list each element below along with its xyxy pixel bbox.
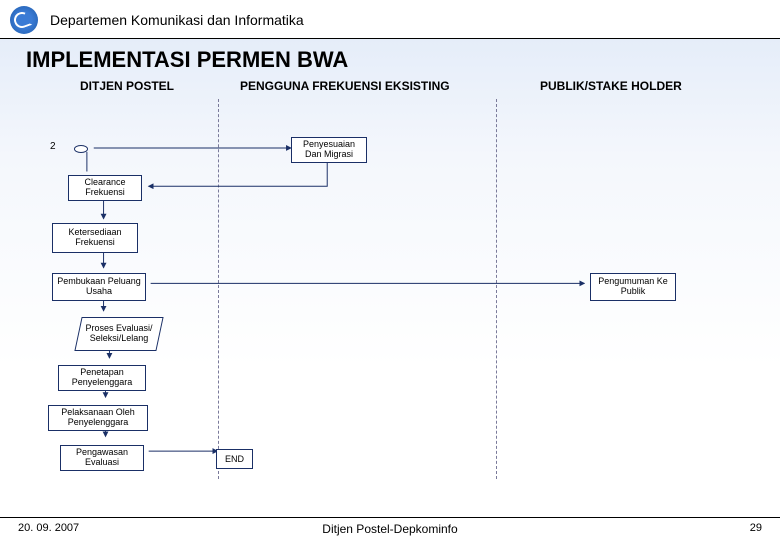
node-pengumuman-label: Pengumuman Ke Publik	[595, 277, 671, 297]
node-ketersediaan: Ketersediaan Frekuensi	[52, 223, 138, 253]
footer-page-number: 29	[750, 522, 762, 534]
node-ketersediaan-label: Ketersediaan Frekuensi	[57, 228, 133, 248]
dept-logo-icon	[10, 6, 38, 34]
node-pembukaan-label: Pembukaan Peluang Usaha	[57, 277, 141, 297]
node-pengumuman: Pengumuman Ke Publik	[590, 273, 676, 301]
node-proses-label: Proses Evaluasi/ Seleksi/Lelang	[83, 324, 155, 344]
node-clearance-label: Clearance Frekuensi	[73, 178, 137, 198]
node-proses: Proses Evaluasi/ Seleksi/Lelang	[74, 317, 163, 351]
node-pengawasan: Pengawasan Evaluasi	[60, 445, 144, 471]
flowchart-area: 2 Penyesuaian Dan Migrasi Clearance Frek…	[26, 95, 754, 507]
footer-center: Ditjen Postel-Depkominfo	[322, 522, 457, 536]
node-pengawasan-label: Pengawasan Evaluasi	[65, 448, 139, 468]
node-end-label: END	[225, 454, 244, 464]
node-pembukaan: Pembukaan Peluang Usaha	[52, 273, 146, 301]
node-pelaksanaan: Pelaksanaan Oleh Penyelenggara	[48, 405, 148, 431]
connector-icon	[74, 145, 88, 153]
step-number: 2	[50, 141, 56, 152]
page-footer: 20. 09. 2007 Ditjen Postel-Depkominfo 29	[0, 517, 780, 534]
node-penetapan: Penetapan Penyelenggara	[58, 365, 146, 391]
node-penyesuaian: Penyesuaian Dan Migrasi	[291, 137, 367, 163]
node-penyesuaian-label: Penyesuaian Dan Migrasi	[296, 140, 362, 160]
department-name: Departemen Komunikasi dan Informatika	[50, 12, 304, 28]
node-clearance: Clearance Frekuensi	[68, 175, 142, 201]
content-area: IMPLEMENTASI PERMEN BWA DITJEN POSTEL PE…	[0, 39, 780, 507]
column-header-3: PUBLIK/STAKE HOLDER	[540, 79, 682, 93]
node-end: END	[216, 449, 253, 469]
node-penetapan-label: Penetapan Penyelenggara	[63, 368, 141, 388]
slide-title: IMPLEMENTASI PERMEN BWA	[26, 47, 754, 73]
column-header-2: PENGGUNA FREKUENSI EKSISTING	[240, 79, 450, 93]
column-header-1: DITJEN POSTEL	[80, 79, 174, 93]
footer-date: 20. 09. 2007	[18, 522, 79, 534]
node-pelaksanaan-label: Pelaksanaan Oleh Penyelenggara	[53, 408, 143, 428]
page-header: Departemen Komunikasi dan Informatika	[0, 0, 780, 39]
